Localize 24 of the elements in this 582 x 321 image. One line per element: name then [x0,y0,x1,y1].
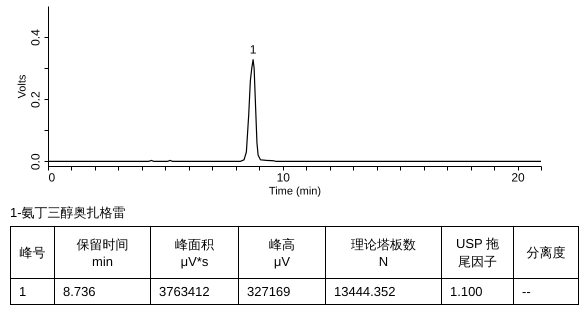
text: 327169 [238,278,326,304]
annotation: 1 [250,42,257,57]
x-tick-label: 0 [48,170,56,184]
text: 峰面积 μV*s [150,226,238,278]
y-axis-title: Volts [16,74,28,98]
x-axis-title: Time (min) [268,186,322,198]
x-tick-label: 20 [511,170,526,184]
text: -- [514,278,578,304]
x-tick-label: 10 [276,170,290,184]
y-tick-label: 0.4 [28,28,42,46]
y-tick-label: 0.0 [28,153,42,170]
text: 8.736 [54,278,150,304]
text: USP 拖尾因子 [442,226,514,278]
y-tick-label: 0.2 [28,91,42,108]
text: 1.100 [442,278,514,304]
text: 峰高 μV [238,226,326,278]
text: 分离度 [514,226,578,278]
text: 3763412 [150,278,238,304]
text: 保留时间 min [54,226,150,278]
text: 1 [10,278,54,304]
text: 1-氨丁三醇奥扎格雷 [10,204,126,222]
text: 13444.352 [326,278,442,304]
text: 理论塔板数 N [326,226,442,278]
text: 峰号 [10,226,54,278]
